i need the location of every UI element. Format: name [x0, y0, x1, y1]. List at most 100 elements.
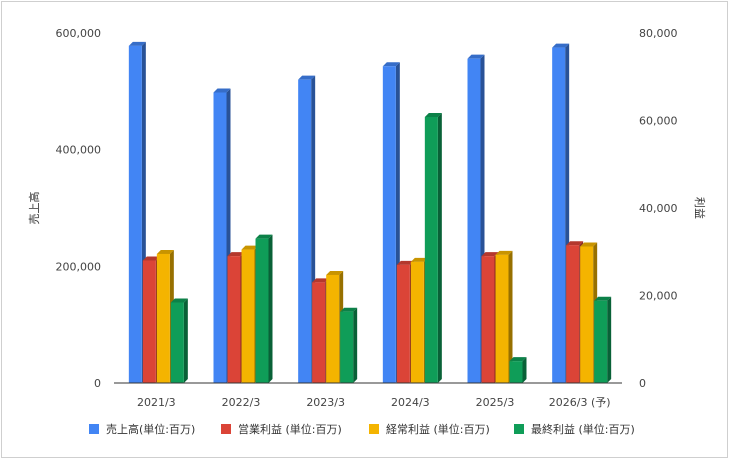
- bar-top: [255, 234, 273, 239]
- bar-top: [396, 260, 414, 265]
- bar-top: [495, 250, 513, 255]
- bar-front: [326, 274, 340, 383]
- bar-front: [467, 58, 481, 384]
- bar-front: [396, 264, 410, 383]
- legend-label: 経常利益 (単位:百万): [386, 422, 490, 436]
- legend-swatch: [514, 424, 524, 434]
- bar-top: [509, 357, 527, 362]
- bar-side: [437, 113, 442, 383]
- bar-front: [424, 117, 438, 383]
- bar-side: [607, 296, 612, 383]
- bar-side: [522, 357, 527, 383]
- bar-side: [508, 250, 513, 383]
- bar-top: [170, 298, 188, 303]
- x-tick-label: 2022/3: [222, 396, 261, 409]
- bar-front: [495, 254, 509, 383]
- bar-group: [128, 41, 188, 383]
- legend-item: 営業利益 (単位:百万): [221, 422, 342, 436]
- legend-swatch: [89, 424, 99, 434]
- x-tick-label: 2025/3: [476, 396, 515, 409]
- left-tick-label: 0: [94, 377, 101, 390]
- left-axis-title: 売上高: [27, 192, 41, 225]
- bar: [170, 298, 188, 383]
- bar-top: [566, 241, 584, 246]
- bar-top: [326, 270, 344, 275]
- bar-top: [128, 41, 146, 46]
- right-tick-label: 60,000: [639, 115, 678, 128]
- left-tick-label: 400,000: [56, 144, 102, 157]
- left-tick-label: 200,000: [56, 260, 102, 273]
- bar-front: [213, 92, 227, 383]
- bar-top: [580, 242, 598, 247]
- right-tick-label: 0: [639, 377, 646, 390]
- bar-front: [509, 361, 523, 383]
- bar-top: [241, 245, 259, 250]
- bar-front: [156, 253, 170, 383]
- bar-front: [340, 311, 354, 383]
- bar-front: [566, 245, 580, 383]
- legend-item: 経常利益 (単位:百万): [369, 422, 490, 436]
- bar-group: [382, 62, 442, 383]
- bar-top: [340, 307, 358, 312]
- bar-front: [481, 256, 495, 383]
- bar-top: [594, 296, 612, 301]
- right-axis-title: 利益: [693, 197, 707, 219]
- bar-group: [213, 88, 273, 383]
- bar-top: [142, 256, 160, 261]
- bar-front: [128, 45, 142, 383]
- bar-front: [255, 238, 269, 383]
- right-axis-ticks: 0 20,000 40,000 60,000 80,000: [639, 27, 678, 390]
- bar-top: [424, 113, 442, 117]
- right-tick-label: 40,000: [639, 202, 678, 215]
- bar: [509, 357, 527, 383]
- legend-label: 売上高(単位:百万): [106, 422, 195, 436]
- bar-front: [241, 249, 255, 383]
- bar-group: [467, 54, 527, 384]
- legend-swatch: [369, 424, 379, 434]
- bar-front: [552, 47, 566, 383]
- bar-front: [594, 300, 608, 383]
- legend-label: 営業利益 (単位:百万): [238, 422, 342, 436]
- bar: [340, 307, 358, 383]
- bar-top: [227, 252, 245, 257]
- bar-front: [298, 79, 312, 384]
- bar-front: [170, 302, 184, 383]
- bar-side: [268, 234, 273, 383]
- bar-front: [382, 66, 396, 383]
- legend-label: 最終利益 (単位:百万): [531, 422, 635, 436]
- plot-area: [128, 41, 612, 384]
- x-tick-label: 2024/3: [391, 396, 430, 409]
- bar-front: [580, 246, 594, 383]
- bar: [255, 234, 273, 383]
- bar-top: [382, 62, 400, 67]
- bar-top: [481, 252, 499, 257]
- x-axis-ticks: 2021/3 2022/3 2023/3 2024/3 2025/3 2026/3 (予): [137, 396, 611, 409]
- bar: [495, 250, 513, 383]
- bar-top: [552, 43, 570, 48]
- right-tick-label: 20,000: [639, 290, 678, 303]
- bar: [424, 113, 442, 383]
- bar-top: [312, 278, 330, 283]
- x-tick-label: 2026/3 (予): [549, 396, 611, 409]
- bar-front: [312, 282, 326, 383]
- x-tick-label: 2023/3: [306, 396, 345, 409]
- x-tick-label: 2021/3: [137, 396, 176, 409]
- legend-swatch: [221, 424, 231, 434]
- bar: [594, 296, 612, 383]
- bar-top: [467, 54, 485, 59]
- bar-top: [410, 257, 428, 262]
- bar-side: [183, 298, 188, 383]
- left-tick-label: 600,000: [56, 27, 102, 40]
- bar-top: [298, 75, 316, 80]
- bar-top: [156, 249, 174, 254]
- bar-group: [552, 43, 612, 383]
- bar-top: [213, 88, 231, 93]
- bar-group: [298, 75, 358, 384]
- legend-item: 売上高(単位:百万): [89, 422, 195, 436]
- right-tick-label: 80,000: [639, 27, 678, 40]
- legend-item: 最終利益 (単位:百万): [514, 422, 635, 436]
- legend: 売上高(単位:百万) 営業利益 (単位:百万) 経常利益 (単位:百万) 最終利益 (…: [89, 422, 635, 436]
- bar-front: [410, 261, 424, 383]
- bar-front: [142, 260, 156, 383]
